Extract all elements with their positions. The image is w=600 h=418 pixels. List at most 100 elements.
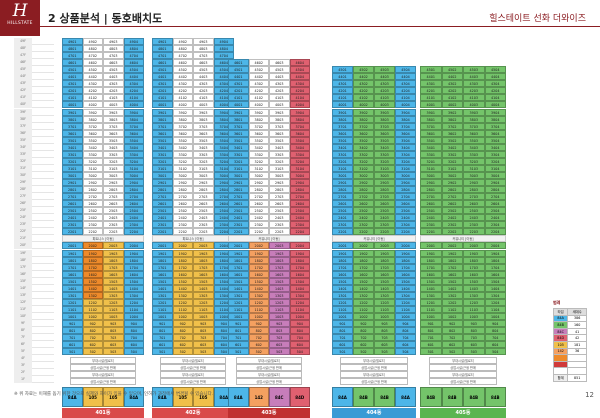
unit-cell: 903	[269, 320, 290, 328]
unit-cell: 3904	[484, 108, 506, 116]
floor-label-text: 24F	[14, 214, 32, 222]
dong-name-bar: 405동	[420, 408, 506, 418]
unit-cell: 4103	[103, 94, 124, 102]
unit-cell: 4303	[193, 80, 214, 88]
unit-cell: 1302	[441, 291, 463, 299]
unit-cell: 4701	[62, 52, 83, 60]
legend-row: 84A 386	[552, 314, 587, 323]
unit-cell: 1102	[441, 305, 463, 313]
unit-cell: 3401	[62, 143, 83, 151]
podium-row: 부대시설/필로티	[236, 357, 302, 365]
unit-cell: 4104	[484, 94, 506, 102]
unit-cell: 4804	[123, 45, 144, 53]
unit-cell: 1702	[353, 263, 374, 271]
unit-cell: 3804	[289, 115, 310, 123]
unit-cell: 2901	[152, 179, 173, 187]
legend-type: 84D	[552, 334, 569, 342]
unit-cell: 1502	[82, 277, 103, 285]
unit-cell: 3304	[289, 150, 310, 158]
unit-cell: 1204	[484, 298, 506, 306]
unit-cell: 1002	[353, 312, 374, 320]
unit-cell: 1002	[172, 312, 193, 320]
floor-label-text: 21F	[14, 235, 32, 243]
unit-cell: 2403	[103, 214, 124, 222]
unit-cell: 2604	[395, 200, 416, 208]
unit-cell: 1303	[374, 291, 395, 299]
unit-cell: 3503	[463, 136, 485, 144]
logo-wordmark: HILLSTATE	[7, 21, 33, 26]
floor-label: 30F	[14, 171, 54, 179]
unit-cell: 3802	[172, 115, 193, 123]
unit-cell: 1401	[332, 284, 353, 292]
unit-cell: 1601	[420, 270, 442, 278]
floor-label-text: 35F	[14, 136, 32, 144]
unit-cell: 3202	[353, 157, 374, 165]
unit-cell: 2703	[374, 193, 395, 201]
unit-cell: 1301	[420, 291, 442, 299]
unit-cell: 1002	[441, 312, 463, 320]
floor-label: 22F	[14, 228, 54, 236]
unit-cell: 3204	[484, 157, 506, 165]
unit-cell: 701	[332, 334, 353, 342]
unit-cell: 3604	[395, 129, 416, 137]
dong-name-bar: 402동	[152, 408, 234, 418]
floor-label: 18F	[14, 256, 54, 264]
unit-cell: 4502	[248, 66, 269, 74]
floor-label: 29F	[14, 179, 54, 187]
unit-cell: 4401	[62, 73, 83, 81]
unit-cell: 3303	[463, 150, 485, 158]
unit-cell: 2404	[484, 214, 506, 222]
unit-cell: 1201	[62, 298, 83, 306]
unit-cell: 802	[353, 327, 374, 335]
unit-cell: 3703	[103, 122, 124, 130]
unit-cell: 1902	[441, 249, 463, 257]
unit-cell: 3603	[103, 129, 124, 137]
unit-cell: 1502	[248, 277, 269, 285]
unit-cell: 3001	[228, 171, 249, 179]
unit-cell: 1903	[463, 249, 485, 257]
unit-cell: 1103	[463, 305, 485, 313]
unit-cell: 3002	[82, 171, 103, 179]
unit-cell: 902	[172, 320, 193, 328]
unit-cell: 1903	[374, 249, 395, 257]
unit-cell: 3904	[123, 108, 144, 116]
unit-cell: 2601	[332, 200, 353, 208]
unit-cell: 1702	[82, 263, 103, 271]
unit-cell: 904	[123, 320, 144, 328]
unit-cell: 502	[172, 348, 193, 356]
unit-cell: 1201	[420, 298, 442, 306]
legend-type	[552, 354, 569, 362]
unit-cell: 2202	[441, 228, 463, 236]
unit-cell: 3602	[441, 129, 463, 137]
unit-cell: 2901	[420, 179, 442, 187]
unit-cell: 1301	[62, 291, 83, 299]
unit-cell: 2801	[62, 186, 83, 194]
unit-cell: 2701	[332, 193, 353, 201]
unit-cell: 1201	[332, 298, 353, 306]
floor-label-text: 40F	[14, 101, 32, 109]
unit-cell: 4202	[82, 87, 103, 95]
unit-cell: 3102	[353, 164, 374, 172]
unit-cell: 2303	[463, 221, 485, 229]
unit-cell: 1801	[332, 256, 353, 264]
unit-cell: 2304	[289, 221, 310, 229]
unit-type-label: 84C	[269, 387, 290, 408]
legend-row	[552, 367, 587, 375]
unit-cell: 1504	[123, 277, 144, 285]
unit-cell: 1302	[248, 291, 269, 299]
unit-cell: 4304	[395, 80, 416, 88]
unit-cell: 501	[62, 348, 83, 356]
unit-cell: 3101	[332, 164, 353, 172]
unit-cell: 1803	[374, 256, 395, 264]
unit-cell: 1504	[289, 277, 310, 285]
unit-cell: 4201	[228, 87, 249, 95]
unit-type-label: 84B	[353, 387, 374, 408]
unit-cell: 602	[172, 341, 193, 349]
unit-cell: 1701	[332, 263, 353, 271]
page-number: 12	[585, 391, 594, 399]
unit-cell: 1304	[289, 291, 310, 299]
unit-cell: 1501	[152, 277, 173, 285]
legend-count	[567, 360, 587, 369]
unit-cell: 3003	[463, 171, 485, 179]
unit-cell: 2904	[395, 179, 416, 187]
